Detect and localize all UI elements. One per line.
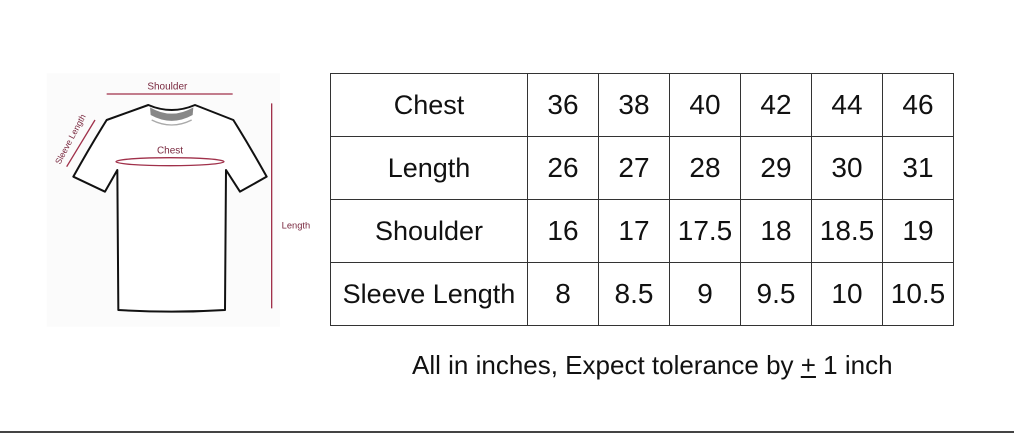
size-value: 17 [598,199,670,263]
size-value: 44 [811,73,883,137]
size-value: 16 [527,199,599,263]
size-value: 19 [882,199,954,263]
plus-minus-symbol: + [800,350,816,380]
chest-line [115,157,225,167]
tshirt-collar [150,107,194,121]
table-row: Shoulder 16 17 17.5 18 18.5 19 [330,199,954,263]
size-chart-table: Chest 36 38 40 42 44 46 Length 26 27 28 29 30 31 Shoul… [330,73,954,326]
size-value: 42 [740,73,812,137]
size-value: 46 [882,73,954,137]
size-value: 38 [598,73,670,137]
size-value: 27 [598,136,670,200]
size-value: 18.5 [811,199,883,263]
size-value: 10 [811,262,883,326]
size-value: 17.5 [669,199,741,263]
size-value: 29 [740,136,812,200]
size-value: 28 [669,136,741,200]
size-value: 36 [527,73,599,137]
tshirt-outline [72,104,268,313]
size-value: 8 [527,262,599,326]
size-value: 18 [740,199,812,263]
length-label: Length [282,220,311,230]
size-value: 30 [811,136,883,200]
size-value: 26 [527,136,599,200]
size-value: 31 [882,136,954,200]
size-value: 9.5 [740,262,812,326]
table-row: Chest 36 38 40 42 44 46 [330,73,954,137]
chest-label: Chest [157,145,183,156]
tshirt-measurement-diagram: Shoulder Chest Length Sleeve Length [46,73,311,327]
row-label: Shoulder [330,199,528,263]
table-row: Length 26 27 28 29 30 31 [330,136,954,200]
bottom-divider [0,431,1014,433]
table-row: Sleeve Length 8 8.5 9 9.5 10 10.5 [330,262,954,326]
sleeve-line [66,119,96,168]
size-value: 40 [669,73,741,137]
row-label: Chest [330,73,528,137]
size-value: 8.5 [598,262,670,326]
size-value: 10.5 [882,262,954,326]
size-value: 9 [669,262,741,326]
shoulder-label: Shoulder [147,81,188,92]
row-label: Length [330,136,528,200]
tolerance-note: All in inches, Expect tolerance by + 1 i… [412,350,893,380]
row-label: Sleeve Length [330,262,528,326]
